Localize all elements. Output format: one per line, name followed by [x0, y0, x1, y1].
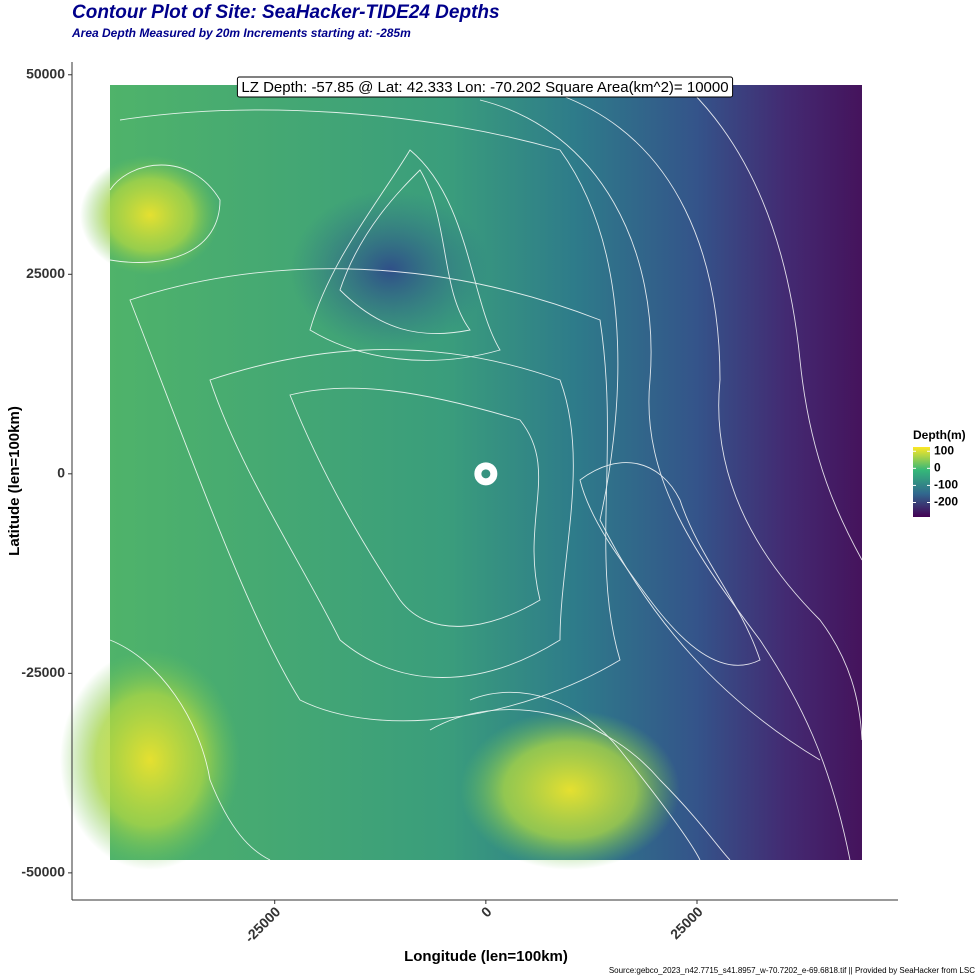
y-tick-label: 50000: [26, 65, 65, 81]
shoal: [60, 650, 240, 870]
source-note: Source:gebco_2023_n42.7715_s41.8957_w-70…: [609, 966, 975, 975]
axes: [68, 62, 898, 904]
y-axis-title: Latitude (len=100km): [6, 406, 23, 556]
y-tick-label: 25000: [26, 265, 65, 281]
x-tick-label: 25000: [667, 903, 706, 942]
colorbar-label: 100: [934, 443, 954, 457]
colorbar-label: -100: [934, 478, 958, 492]
map: [60, 85, 863, 870]
legend-title: Depth(m): [913, 428, 966, 442]
basin: [290, 190, 490, 350]
chart-subtitle: Area Depth Measured by 20m Increments st…: [71, 26, 411, 40]
y-tick-label: 0: [57, 465, 65, 481]
colorbar-label: 0: [934, 461, 941, 475]
chart-title: Contour Plot of Site: SeaHacker-TIDE24 D…: [72, 2, 500, 23]
x-axis-title: Longitude (len=100km): [404, 948, 568, 965]
annotation: LZ Depth: -57.85 @ Lat: 42.333 Lon: -70.…: [241, 79, 728, 96]
annotation-box: [236, 76, 734, 98]
x-tick-label: 0: [478, 903, 495, 920]
y-tick-label: -25000: [21, 664, 65, 680]
contours: [109, 89, 863, 861]
shoal: [80, 155, 220, 275]
colorbar-label: -200: [934, 495, 958, 509]
landing-zone-marker: [474, 462, 498, 486]
colorbar: [913, 447, 930, 517]
x-tick-label: -25000: [241, 903, 283, 945]
y-tick-label: -50000: [21, 864, 65, 880]
shoal: [460, 710, 680, 870]
